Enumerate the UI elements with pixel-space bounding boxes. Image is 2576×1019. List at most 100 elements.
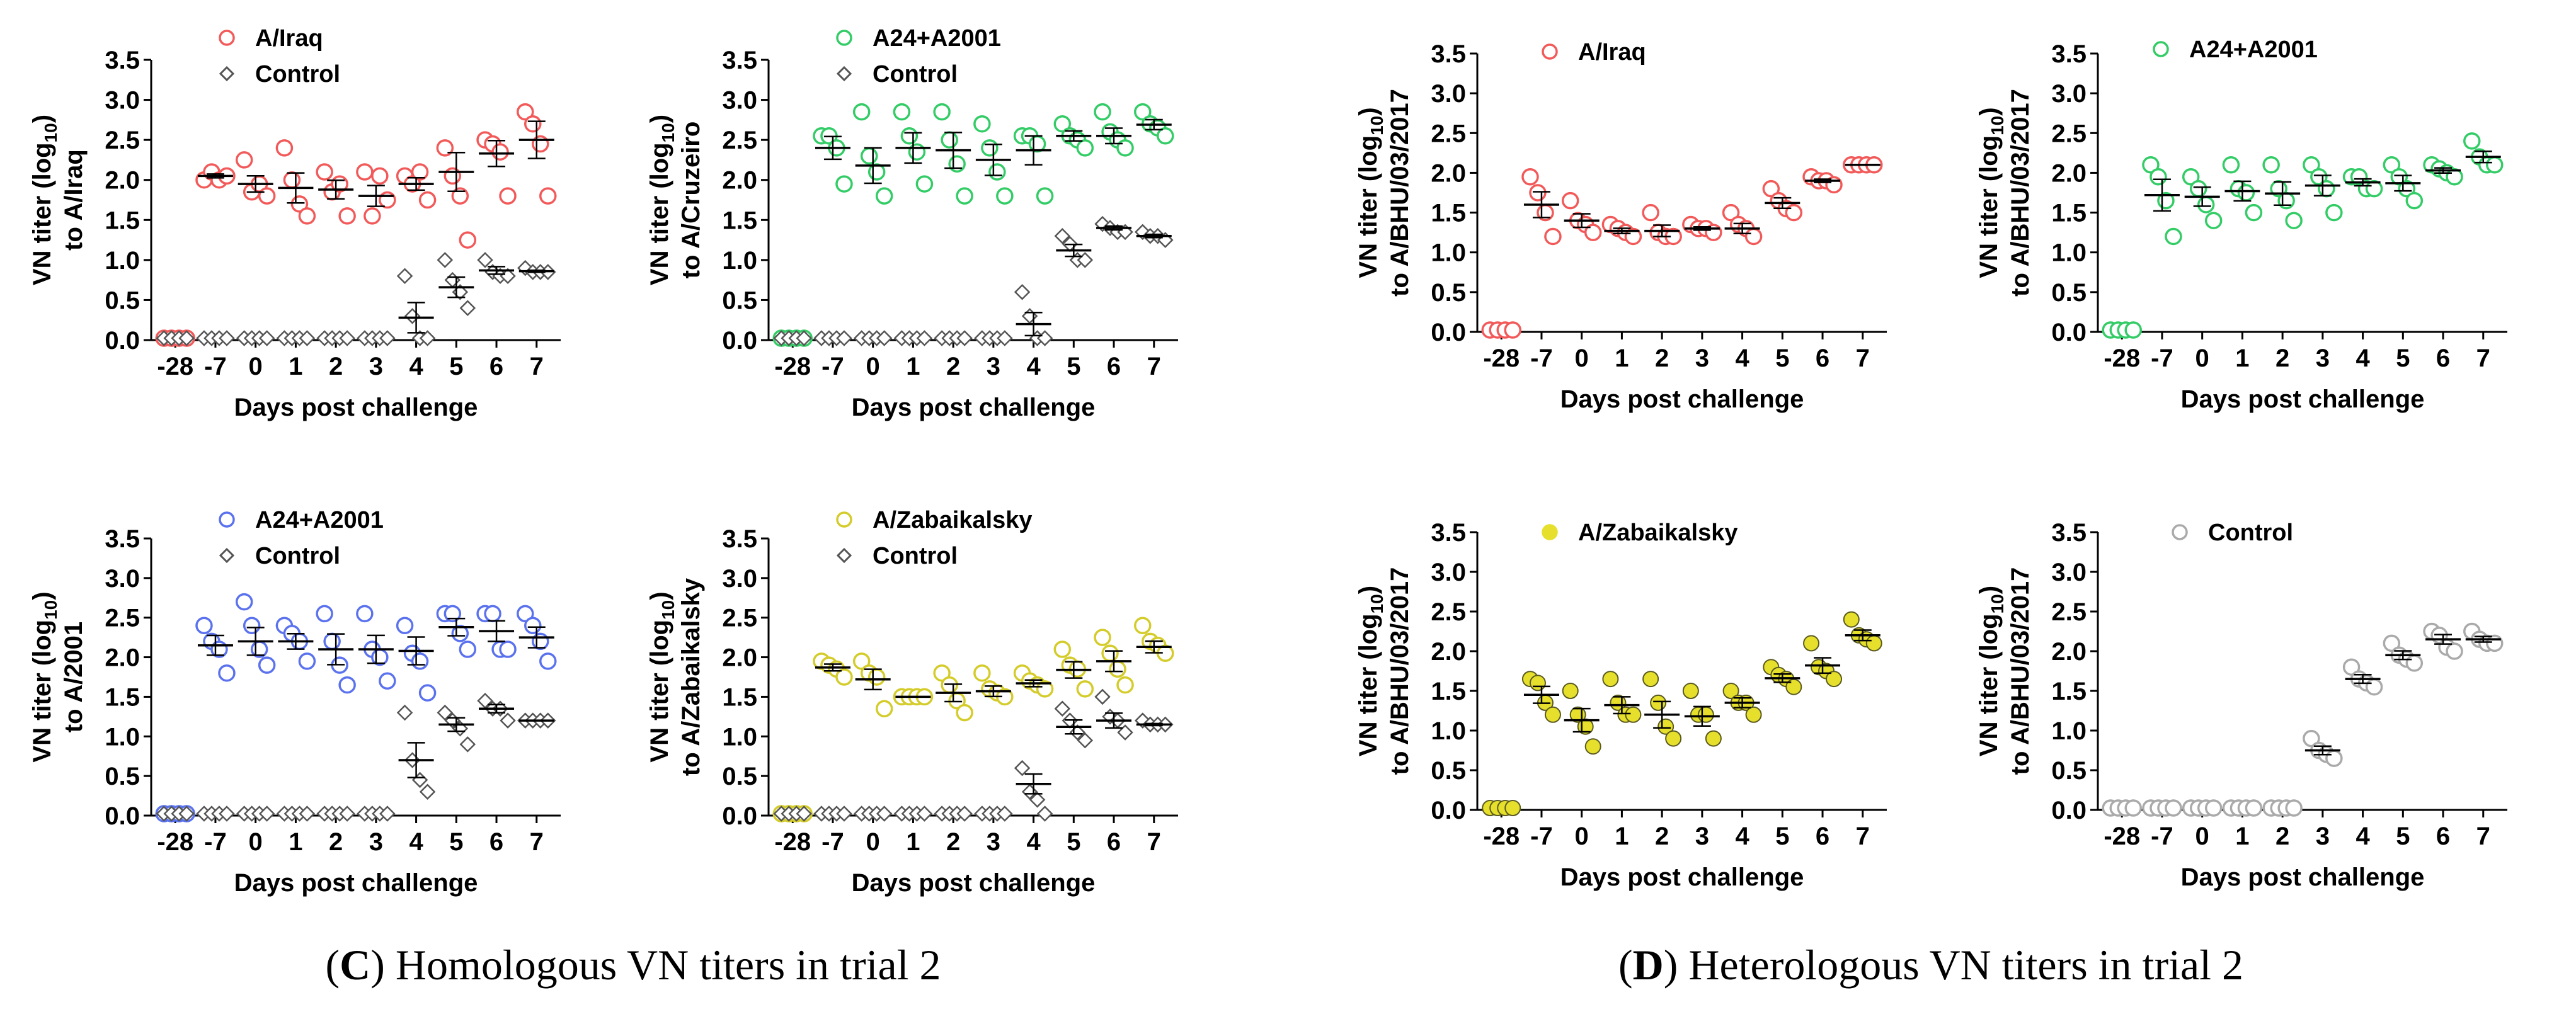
data-point-circle	[981, 139, 999, 157]
y-tick-label: 1.5	[105, 207, 140, 234]
data-point-circle	[1504, 321, 1521, 339]
data-point-diamond	[396, 268, 413, 285]
y-tick-label: 1.5	[105, 683, 140, 711]
data-point-circle	[411, 652, 429, 670]
y-tick-label: 3.5	[722, 47, 757, 74]
data-point-circle	[2486, 634, 2504, 652]
x-tick-label: 1	[2235, 344, 2249, 372]
x-tick-label: 6	[2436, 823, 2450, 850]
y-tick-label: 1.5	[2051, 200, 2087, 227]
y-tick-label: 2.5	[722, 605, 757, 632]
legend-marker-diamond	[836, 547, 852, 564]
x-tick-label: 2	[946, 353, 960, 380]
x-tick-label: 4	[1735, 344, 1749, 372]
data-point-circle	[2365, 179, 2383, 198]
data-point-circle	[411, 163, 429, 181]
x-tick-label: -28	[2104, 344, 2140, 372]
data-point-circle	[371, 167, 389, 185]
y-tick-label: 3.0	[722, 565, 757, 593]
data-point-diamond	[459, 736, 476, 753]
data-point-circle	[459, 640, 477, 658]
x-tick-label: 3	[369, 353, 383, 380]
data-point-diamond	[379, 806, 396, 822]
data-point-diamond	[219, 806, 235, 822]
x-tick-label: 1	[906, 828, 920, 856]
x-tick-label: 5	[1067, 353, 1080, 380]
data-point-circle	[524, 617, 542, 635]
data-point-diamond	[477, 252, 493, 268]
x-tick-label: 3	[369, 828, 383, 856]
x-tick-label: 3	[987, 353, 1000, 380]
data-point-diamond	[876, 806, 893, 822]
data-point-circle	[941, 131, 958, 149]
data-point-circle	[2142, 156, 2160, 174]
y-tick-label: 1.0	[1431, 239, 1466, 267]
x-axis-title: Days post challenge	[852, 869, 1096, 897]
x-axis-title: Days post challenge	[234, 394, 478, 421]
data-point-circle	[1705, 730, 1722, 747]
x-tick-label: 0	[2195, 823, 2209, 850]
data-point-circle	[1602, 671, 1619, 688]
data-point-circle	[235, 151, 253, 169]
x-tick-label: 7	[1147, 353, 1161, 380]
data-point-diamond	[916, 806, 933, 822]
data-point-circle	[444, 605, 462, 623]
data-point-circle	[893, 103, 911, 121]
caption-d: (D) Heterologous VN titers in trial 2	[1618, 941, 2243, 989]
data-point-circle	[316, 605, 333, 623]
caption-d-letter: D	[1633, 941, 1664, 989]
data-point-circle	[356, 163, 374, 181]
x-tick-label: 6	[1816, 823, 1829, 850]
data-point-circle	[436, 139, 454, 157]
data-point-circle	[396, 617, 414, 635]
x-tick-label: 2	[329, 353, 343, 380]
x-tick-label: 0	[1575, 344, 1589, 372]
x-tick-label: 3	[2316, 823, 2330, 850]
x-tick-label: 6	[489, 353, 503, 380]
data-point-circle	[2237, 184, 2255, 202]
data-point-circle	[444, 167, 462, 185]
data-point-circle	[2189, 179, 2207, 198]
chart-panel-6: 0.0 0.5 1.0 1.5 2.0 2.5 3.0 3.5 -28 -7 0 1 2 3 4 5 6 7 Day…	[1975, 37, 2507, 413]
data-point-circle	[517, 605, 534, 623]
legend-label: A/Iraq	[1578, 39, 1646, 65]
y-tick-label: 3.0	[1431, 80, 1466, 108]
legend-label: A24+A2001	[255, 507, 384, 533]
y-axis-title: VN titer (log10)	[1354, 107, 1387, 278]
x-tick-label: -7	[204, 828, 227, 856]
data-point-circle	[2150, 168, 2167, 186]
x-tick-label: 7	[530, 353, 544, 380]
data-point-circle	[1028, 135, 1046, 153]
data-point-circle	[2165, 227, 2182, 246]
data-point-diamond	[459, 300, 476, 316]
y-axis-title: VN titer (log10)	[1975, 586, 2007, 756]
x-tick-label: 3	[1695, 344, 1709, 372]
data-point-diamond	[419, 330, 436, 346]
data-point-circle	[1036, 680, 1054, 698]
caption-c-letter: C	[340, 941, 370, 989]
y-tick-label: 3.5	[722, 525, 757, 553]
y-axis-title-line2: to A/Cruzeiro	[677, 122, 705, 279]
data-point-diamond	[258, 330, 275, 346]
data-point-circle	[2405, 654, 2424, 672]
data-point-diamond	[1054, 227, 1071, 244]
x-tick-label: 2	[1655, 344, 1669, 372]
x-tick-label: -28	[1483, 823, 1520, 850]
data-point-circle	[973, 115, 991, 133]
y-tick-label: 2.5	[2051, 120, 2087, 147]
data-point-circle	[2277, 191, 2295, 210]
data-point-diamond	[299, 330, 316, 346]
data-point-diamond	[444, 271, 461, 288]
data-point-circle	[275, 139, 294, 157]
y-tick-label: 0.0	[105, 802, 140, 830]
legend-label: Control	[255, 61, 340, 88]
y-tick-label: 2.0	[105, 167, 140, 195]
data-point-diamond	[258, 806, 275, 822]
caption-c: (C) Homologous VN titers in trial 2	[325, 941, 941, 989]
x-tick-label: -28	[157, 828, 193, 856]
x-tick-label: 0	[249, 353, 263, 380]
legend-label: Control	[255, 543, 340, 569]
y-tick-label: 0.5	[105, 763, 140, 790]
data-point-circle	[2222, 156, 2240, 174]
